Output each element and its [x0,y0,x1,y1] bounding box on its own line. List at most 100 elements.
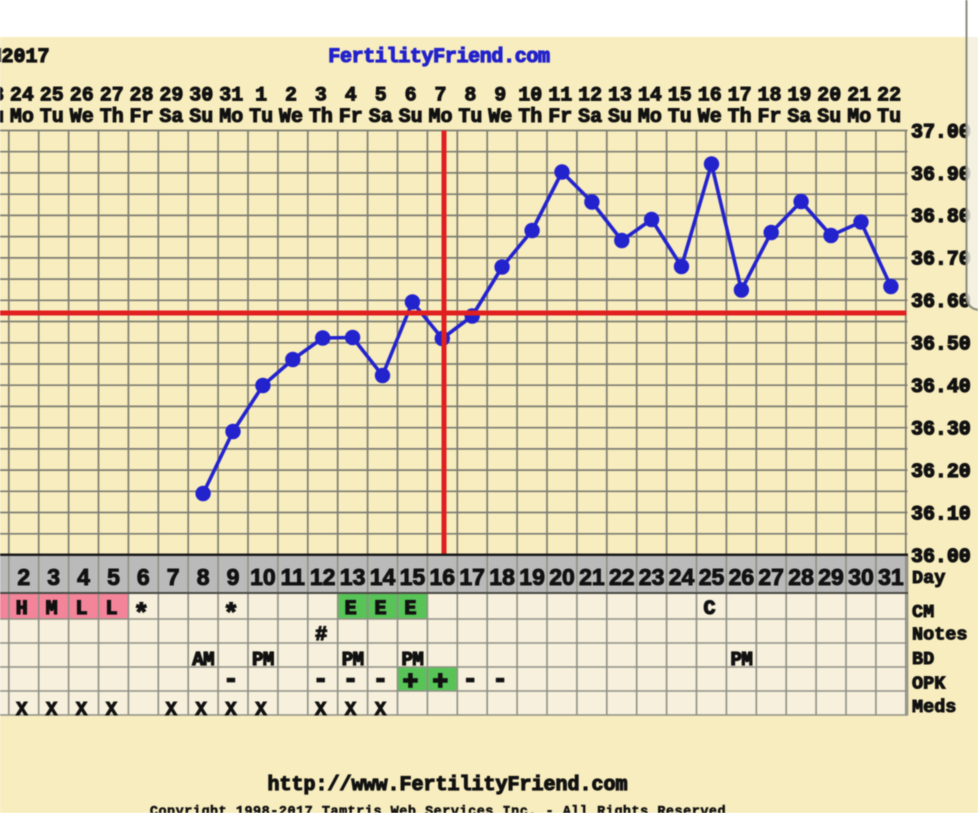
svg-text:Sa: Sa [787,106,811,129]
svg-text:2: 2 [285,85,297,108]
svg-text:Tu: Tu [877,106,901,129]
svg-text:M: M [46,598,58,621]
svg-text:Fr: Fr [129,106,153,129]
svg-text:29: 29 [159,85,183,108]
svg-text:31: 31 [219,85,243,108]
svg-text:23: 23 [639,564,665,590]
svg-text:*: * [133,600,149,630]
svg-text:X: X [165,699,177,721]
svg-text:26: 26 [729,564,755,590]
svg-text:20: 20 [549,564,575,590]
svg-text:*: * [223,600,239,630]
svg-text:3: 3 [47,564,60,590]
svg-text:25: 25 [699,564,725,590]
svg-text:BD: BD [912,649,934,670]
svg-text:We: We [279,106,303,129]
svg-text:30: 30 [189,85,213,108]
svg-text:36.20: 36.20 [911,461,971,484]
svg-text:Tu: Tu [249,106,273,129]
svg-text:CM: CM [912,602,934,623]
svg-text:7: 7 [434,85,446,108]
svg-text:We: We [698,106,722,129]
svg-text:H: H [16,598,28,621]
svg-text:17: 17 [728,85,752,108]
svg-text:L: L [105,598,117,621]
svg-text:23: 23 [0,85,4,108]
svg-text:27: 27 [758,564,784,590]
svg-text:Su: Su [0,106,4,129]
svg-text:Tu: Tu [458,106,482,129]
svg-text:24: 24 [10,85,34,108]
svg-text:X: X [46,699,58,721]
svg-text:Mo: Mo [219,106,243,129]
svg-text:36.30: 36.30 [911,419,971,442]
svg-text:9: 9 [494,85,506,108]
svg-text:36.90: 36.90 [911,164,971,187]
svg-text:-: - [343,668,357,695]
svg-text:Day: Day [912,568,945,589]
svg-text:12: 12 [310,564,336,590]
svg-text:27: 27 [100,85,124,108]
svg-text:-: - [493,668,507,695]
svg-text:25: 25 [40,85,64,108]
svg-text:Fr: Fr [757,106,781,129]
svg-text:Sa: Sa [369,106,393,129]
svg-text:5: 5 [107,564,120,590]
svg-text:36.10: 36.10 [911,503,971,526]
svg-text:X: X [195,699,207,721]
svg-text:13: 13 [608,85,632,108]
svg-text:6: 6 [137,564,150,590]
svg-text:29: 29 [818,564,844,590]
svg-text:Su: Su [608,106,632,129]
svg-text:13: 13 [340,564,366,590]
svg-text:36.00: 36.00 [911,546,971,569]
svg-text:Fr: Fr [339,106,363,129]
svg-text:OPK: OPK [912,674,946,695]
svg-text:Tu: Tu [668,106,692,129]
svg-text:10: 10 [250,564,276,590]
svg-text:28: 28 [788,564,814,590]
svg-text:L: L [75,598,87,621]
svg-text:10: 10 [518,85,542,108]
svg-text:5: 5 [375,85,387,108]
svg-text:E: E [404,598,416,621]
svg-text:36.80: 36.80 [911,206,971,229]
svg-text:Su: Su [817,106,841,129]
svg-text:11: 11 [548,85,572,108]
svg-text:PM: PM [401,649,423,671]
svg-text:Tu: Tu [40,106,64,129]
svg-text:16: 16 [698,85,722,108]
svg-text:X: X [375,699,387,721]
svg-text:PM: PM [342,649,364,671]
svg-text:12: 12 [578,85,602,108]
svg-text:#: # [315,624,327,647]
svg-text:PM: PM [252,649,274,671]
svg-text:26: 26 [70,85,94,108]
svg-text:We: We [70,106,94,129]
svg-text:30: 30 [848,564,874,590]
svg-text:+: + [432,667,448,697]
svg-text:Th: Th [728,106,752,129]
svg-text:1: 1 [255,85,267,108]
svg-text:Notes: Notes [912,625,968,646]
svg-text:21: 21 [847,85,871,108]
svg-text:11: 11 [281,564,306,590]
svg-text:X: X [76,699,88,721]
svg-text:AM: AM [192,649,214,671]
svg-text:FertilityFriend.com: FertilityFriend.com [328,46,550,69]
svg-text:22: 22 [609,564,635,590]
svg-text:15: 15 [668,85,692,108]
svg-text:24: 24 [669,564,695,590]
svg-text:-: - [224,668,238,695]
svg-text:21: 21 [579,564,605,590]
svg-text:37.00: 37.00 [911,121,971,144]
svg-text:4: 4 [345,85,357,108]
svg-text:http://www.FertilityFriend.com: http://www.FertilityFriend.com [267,774,627,797]
svg-text:E: E [374,598,386,621]
svg-text:2017: 2017 [2,46,50,69]
svg-text:15: 15 [400,564,426,590]
svg-text:Fr: Fr [548,106,572,129]
svg-text:X: X [106,699,118,721]
svg-text:36.50: 36.50 [911,334,971,357]
svg-text:Mo: Mo [638,106,662,129]
